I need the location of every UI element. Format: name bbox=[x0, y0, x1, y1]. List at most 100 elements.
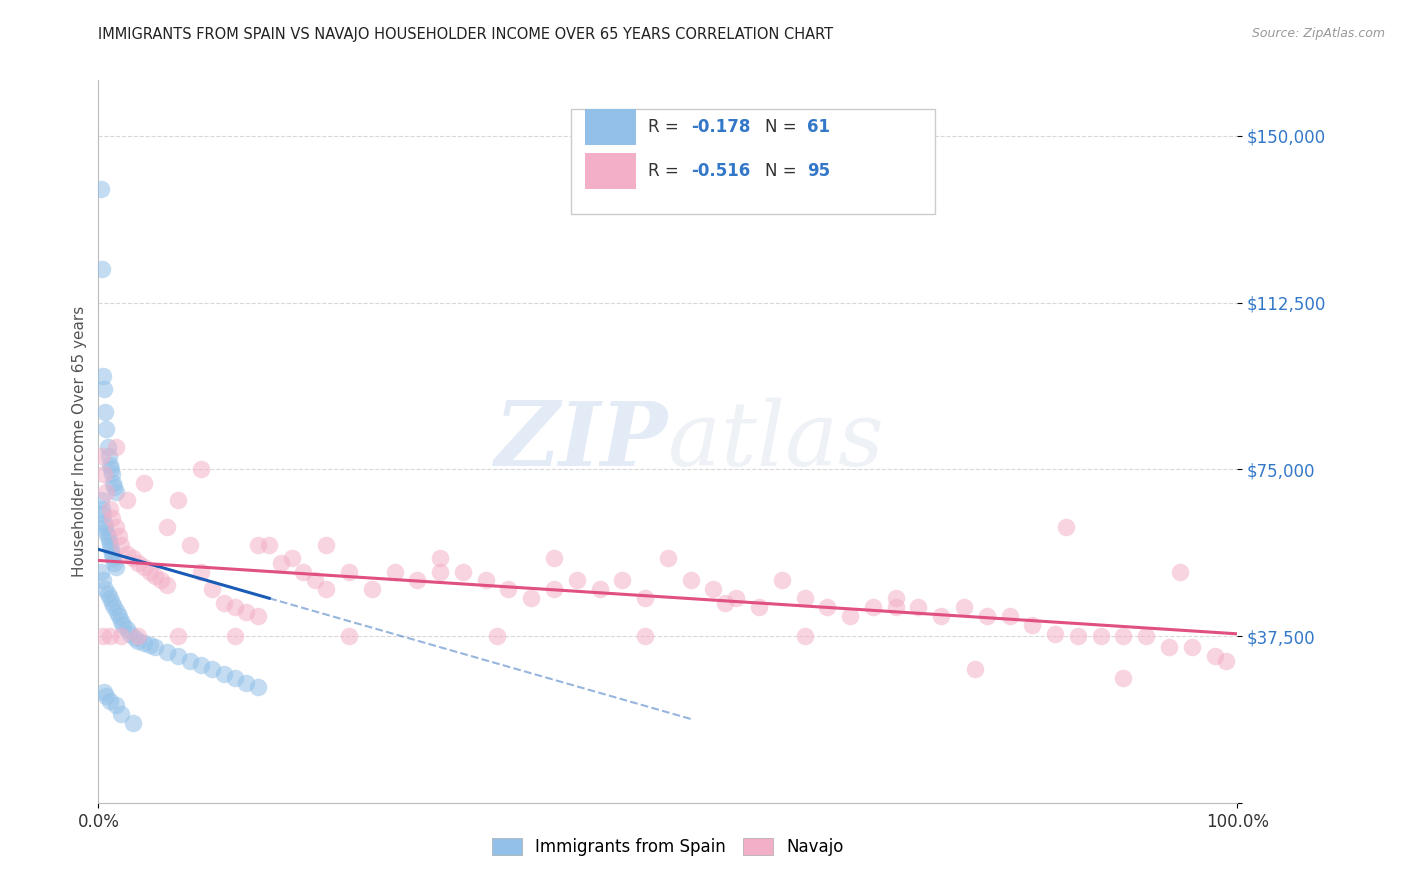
Point bbox=[101, 596, 124, 610]
Point bbox=[104, 560, 127, 574]
Point bbox=[212, 666, 235, 681]
Point bbox=[115, 493, 138, 508]
Point bbox=[98, 693, 121, 707]
Text: Source: ZipAtlas.com: Source: ZipAtlas.com bbox=[1251, 27, 1385, 40]
Point bbox=[235, 675, 257, 690]
Point bbox=[96, 689, 118, 703]
Point bbox=[304, 574, 326, 588]
Point bbox=[145, 569, 167, 583]
Text: N =: N = bbox=[765, 161, 801, 179]
Point bbox=[748, 600, 770, 615]
Point bbox=[429, 551, 451, 566]
Point bbox=[520, 591, 543, 606]
Point bbox=[1067, 629, 1090, 643]
Point bbox=[96, 484, 118, 499]
Point bbox=[190, 462, 212, 476]
Point bbox=[103, 556, 125, 570]
Point bbox=[110, 538, 132, 552]
Point bbox=[108, 609, 131, 624]
Point bbox=[167, 649, 190, 664]
Point bbox=[702, 582, 724, 597]
Point bbox=[246, 680, 269, 694]
Point bbox=[929, 609, 952, 624]
Point bbox=[212, 596, 235, 610]
Point bbox=[101, 547, 124, 561]
Point bbox=[976, 609, 998, 624]
Point bbox=[315, 538, 337, 552]
Point bbox=[120, 627, 142, 641]
Point bbox=[93, 382, 115, 396]
Point bbox=[91, 574, 114, 588]
Point bbox=[543, 582, 565, 597]
Point bbox=[270, 556, 292, 570]
Text: -0.516: -0.516 bbox=[690, 161, 749, 179]
Point bbox=[96, 524, 118, 539]
Point bbox=[224, 600, 246, 615]
Point bbox=[100, 542, 122, 557]
Point bbox=[98, 458, 121, 472]
Point bbox=[97, 449, 120, 463]
Point bbox=[884, 591, 907, 606]
Point bbox=[121, 715, 143, 730]
Point bbox=[90, 182, 112, 196]
Point bbox=[132, 475, 155, 490]
Text: N =: N = bbox=[765, 119, 801, 136]
Point bbox=[93, 516, 115, 530]
Point bbox=[770, 574, 793, 588]
Point bbox=[1181, 640, 1204, 655]
Point bbox=[145, 640, 167, 655]
Point bbox=[1112, 629, 1135, 643]
FancyBboxPatch shape bbox=[571, 109, 935, 214]
Point bbox=[98, 502, 121, 516]
Point bbox=[201, 662, 224, 676]
Point bbox=[337, 629, 360, 643]
Point bbox=[121, 551, 143, 566]
Point bbox=[104, 484, 127, 499]
Point bbox=[1021, 618, 1043, 632]
Point bbox=[150, 574, 173, 588]
Point bbox=[429, 565, 451, 579]
Point bbox=[235, 605, 257, 619]
Point bbox=[98, 629, 121, 643]
Point bbox=[108, 529, 131, 543]
Point bbox=[953, 600, 976, 615]
Point bbox=[451, 565, 474, 579]
Point bbox=[112, 618, 135, 632]
Point bbox=[907, 600, 929, 615]
Point bbox=[103, 551, 125, 566]
Point bbox=[1043, 627, 1066, 641]
Point bbox=[127, 633, 149, 648]
Point bbox=[179, 653, 201, 667]
Point bbox=[360, 582, 382, 597]
Point bbox=[634, 591, 657, 606]
Point bbox=[1215, 653, 1237, 667]
Point bbox=[110, 706, 132, 721]
Point bbox=[132, 636, 155, 650]
Point bbox=[156, 645, 179, 659]
Point bbox=[90, 262, 112, 277]
Point bbox=[96, 440, 118, 454]
Text: ZIP: ZIP bbox=[495, 399, 668, 484]
Point bbox=[1056, 520, 1078, 534]
Point bbox=[190, 657, 212, 672]
Point bbox=[839, 609, 862, 624]
Point bbox=[90, 502, 112, 516]
Point bbox=[90, 565, 112, 579]
Point bbox=[91, 368, 114, 383]
Text: R =: R = bbox=[648, 161, 685, 179]
Point bbox=[384, 565, 406, 579]
Point bbox=[97, 533, 120, 548]
Point bbox=[127, 556, 149, 570]
Point bbox=[246, 609, 269, 624]
Point bbox=[612, 574, 634, 588]
Point bbox=[1170, 565, 1192, 579]
Point bbox=[190, 565, 212, 579]
Point bbox=[793, 591, 815, 606]
Point bbox=[679, 574, 702, 588]
Point bbox=[634, 629, 657, 643]
Legend: Immigrants from Spain, Navajo: Immigrants from Spain, Navajo bbox=[485, 831, 851, 863]
Point bbox=[406, 574, 429, 588]
Point bbox=[124, 632, 146, 646]
Point bbox=[94, 520, 117, 534]
Point bbox=[884, 600, 907, 615]
